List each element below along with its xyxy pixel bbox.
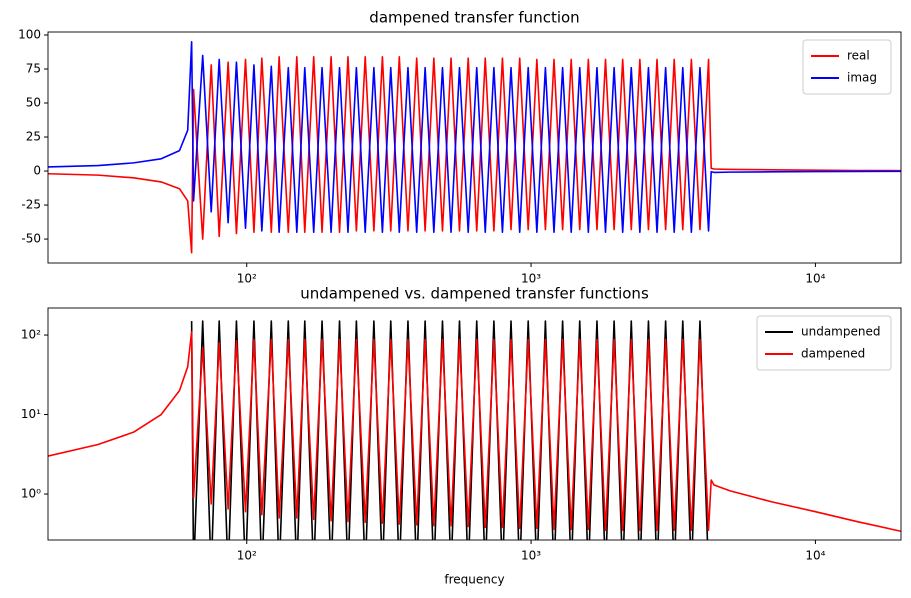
x-tick-label: 10⁴ xyxy=(805,549,825,563)
axes-frame xyxy=(47,31,902,264)
legend: undampened dampened xyxy=(756,315,892,371)
subplot: dampened transfer function 10² 10³ 10⁴ -50 -2… xyxy=(18,9,902,286)
chart-title: undampened vs. dampened transfer functio… xyxy=(300,285,649,303)
y-tick-label: -25 xyxy=(21,198,41,212)
series-line xyxy=(48,55,901,254)
y-tick-label: 100 xyxy=(18,27,41,41)
legend-label: imag xyxy=(847,71,877,85)
plot-area xyxy=(48,320,901,540)
x-tick-label: 10² xyxy=(237,272,257,286)
legend-label: real xyxy=(847,49,870,63)
y-tick-label: 75 xyxy=(26,62,41,76)
legend-label: dampened xyxy=(801,347,865,361)
x-axis-label: frequency xyxy=(444,573,504,587)
chart-title: dampened transfer function xyxy=(369,9,579,27)
x-tick-label: 10⁴ xyxy=(805,272,825,286)
axes-frame xyxy=(47,307,902,541)
legend-label: undampened xyxy=(801,325,880,339)
y-tick-label: 10⁰ xyxy=(21,487,41,501)
y-tick-label: 10² xyxy=(21,328,41,342)
series-line xyxy=(48,41,901,234)
x-tick-label: 10³ xyxy=(521,272,541,286)
x-tick-label: 10² xyxy=(237,549,257,563)
y-tick-label: -50 xyxy=(21,232,41,246)
legend-box xyxy=(756,315,892,371)
y-tick-label: 50 xyxy=(26,96,41,110)
y-tick-label: 25 xyxy=(26,130,41,144)
plot-area xyxy=(48,41,901,254)
y-tick-label: 10¹ xyxy=(21,407,41,421)
y-tick-label: 0 xyxy=(33,164,41,178)
x-tick-label: 10³ xyxy=(521,549,541,563)
subplot: undampened vs. dampened transfer functio… xyxy=(21,285,902,587)
legend: real imag xyxy=(802,39,892,95)
legend-box xyxy=(802,39,892,95)
series-line xyxy=(48,330,901,533)
